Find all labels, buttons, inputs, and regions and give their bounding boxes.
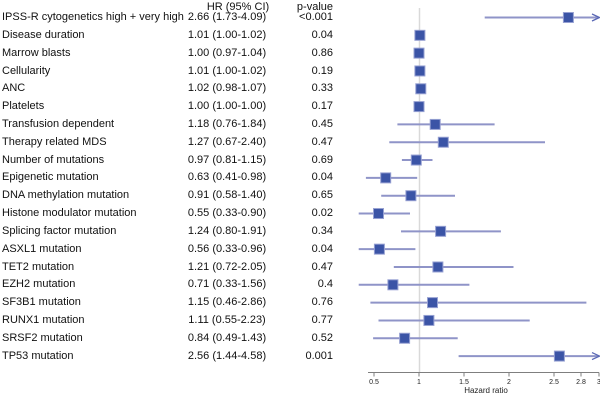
column-header-hr-ci: HR (95% CI) bbox=[206, 1, 270, 13]
row-label: Therapy related MDS bbox=[2, 135, 107, 148]
x-axis-tick-label: 0.5 bbox=[369, 379, 379, 386]
row-hr-ci: 1.27 (0.67-2.40) bbox=[187, 135, 267, 148]
row-label: Epigenetic mutation bbox=[2, 171, 99, 184]
column-header-pvalue: p-value bbox=[296, 1, 333, 13]
hr-marker bbox=[373, 243, 385, 255]
row-hr-ci: 1.00 (0.97-1.04) bbox=[187, 46, 267, 59]
row-hr-ci: 1.15 (0.46-2.86) bbox=[187, 296, 267, 309]
row-pvalue: 0.47 bbox=[311, 260, 333, 273]
row-label: Marrow blasts bbox=[2, 46, 71, 59]
row-label: Number of mutations bbox=[2, 153, 105, 166]
hr-marker bbox=[405, 190, 417, 202]
row-hr-ci: 1.00 (1.00-1.00) bbox=[187, 100, 267, 113]
row-label: Disease duration bbox=[2, 28, 85, 41]
row-pvalue: 0.04 bbox=[311, 28, 333, 41]
row-label: DNA methylation mutation bbox=[2, 189, 130, 202]
row-pvalue: 0.19 bbox=[311, 64, 333, 77]
row-label: SRSF2 mutation bbox=[2, 331, 83, 344]
row-hr-ci: 0.55 (0.33-0.90) bbox=[187, 207, 267, 219]
row-hr-ci: 1.24 (0.80-1.91) bbox=[187, 224, 267, 237]
row-hr-ci: 2.56 (1.44-4.58) bbox=[187, 349, 267, 362]
row-pvalue: 0.001 bbox=[305, 349, 333, 362]
x-axis-tick-label: 2.8 bbox=[576, 379, 586, 386]
row-hr-ci: 0.84 (0.49-1.43) bbox=[187, 331, 267, 344]
hr-marker bbox=[413, 101, 425, 113]
hr-marker bbox=[423, 314, 435, 326]
hr-marker bbox=[562, 12, 574, 23]
x-axis-tick-label: 1.5 bbox=[459, 379, 469, 386]
row-pvalue: 0.45 bbox=[311, 117, 333, 130]
row-label: IPSS-R cytogenetics high + very high bbox=[2, 11, 184, 23]
row-hr-ci: 1.11 (0.55-2.23) bbox=[188, 313, 266, 326]
row-hr-ci: 1.18 (0.76-1.84) bbox=[187, 117, 267, 130]
x-axis-tick-label: 1 bbox=[417, 379, 421, 386]
row-label: EZH2 mutation bbox=[2, 278, 76, 291]
row-hr-ci: 1.21 (0.72-2.05) bbox=[187, 260, 267, 273]
x-axis-tick-label: 3 bbox=[597, 379, 600, 386]
hr-marker bbox=[429, 118, 441, 130]
row-hr-ci: 1.01 (1.00-1.02) bbox=[187, 28, 267, 41]
row-pvalue: 0.17 bbox=[311, 100, 333, 113]
row-label: TP53 mutation bbox=[2, 349, 74, 362]
row-label: RUNX1 mutation bbox=[2, 313, 85, 326]
hr-marker bbox=[415, 83, 427, 95]
row-pvalue: <0.001 bbox=[299, 11, 333, 23]
hr-marker bbox=[437, 136, 449, 148]
hr-marker bbox=[380, 172, 392, 184]
row-pvalue: 0.47 bbox=[311, 135, 333, 148]
hr-marker bbox=[387, 279, 399, 291]
x-axis-tick-label: 2.5 bbox=[549, 379, 559, 386]
row-pvalue: 0.34 bbox=[311, 224, 333, 237]
hr-marker bbox=[435, 225, 447, 237]
row-hr-ci: 2.66 (1.73-4.09) bbox=[187, 11, 267, 23]
row-pvalue: 0.04 bbox=[311, 171, 333, 184]
hr-marker bbox=[410, 154, 422, 166]
hr-marker bbox=[432, 261, 444, 273]
row-hr-ci: 1.02 (0.98-1.07) bbox=[187, 82, 267, 95]
row-hr-ci: 0.63 (0.41-0.98) bbox=[187, 171, 267, 184]
row-label: Platelets bbox=[2, 100, 45, 113]
hr-marker bbox=[414, 65, 426, 77]
row-pvalue: 0.04 bbox=[311, 242, 333, 255]
row-label: Transfusion dependent bbox=[2, 117, 115, 130]
row-label: SF3B1 mutation bbox=[2, 296, 81, 309]
x-axis-tick-label: 2 bbox=[507, 379, 511, 386]
hr-marker bbox=[399, 332, 411, 344]
row-label: ANC bbox=[2, 82, 26, 95]
row-hr-ci: 0.97 (0.81-1.15) bbox=[187, 153, 267, 166]
hr-marker bbox=[373, 208, 384, 220]
row-pvalue: 0.4 bbox=[317, 278, 333, 291]
row-label: Histone modulator mutation bbox=[2, 207, 137, 219]
row-hr-ci: 1.01 (1.00-1.02) bbox=[187, 64, 267, 77]
row-pvalue: 0.86 bbox=[311, 46, 333, 59]
row-pvalue: 0.52 bbox=[311, 331, 333, 344]
hr-marker bbox=[553, 350, 565, 362]
row-label: TET2 mutation bbox=[2, 260, 75, 273]
row-hr-ci: 0.91 (0.58-1.40) bbox=[187, 189, 267, 202]
row-pvalue: 0.77 bbox=[311, 313, 333, 326]
row-label: Splicing factor mutation bbox=[2, 224, 117, 237]
hr-marker bbox=[414, 29, 426, 41]
hr-marker bbox=[427, 297, 438, 309]
row-pvalue: 0.65 bbox=[311, 189, 333, 202]
row-pvalue: 0.69 bbox=[311, 153, 333, 166]
row-label: ASXL1 mutation bbox=[2, 242, 82, 255]
row-hr-ci: 0.71 (0.33-1.56) bbox=[187, 278, 267, 291]
row-hr-ci: 0.56 (0.33-0.96) bbox=[187, 242, 267, 255]
row-pvalue: 0.76 bbox=[311, 296, 333, 309]
row-pvalue: 0.33 bbox=[311, 82, 333, 95]
x-axis-title: Hazard ratio bbox=[464, 386, 508, 395]
row-pvalue: 0.02 bbox=[311, 207, 333, 219]
row-label: Cellularity bbox=[2, 64, 51, 77]
hr-marker bbox=[413, 47, 425, 59]
